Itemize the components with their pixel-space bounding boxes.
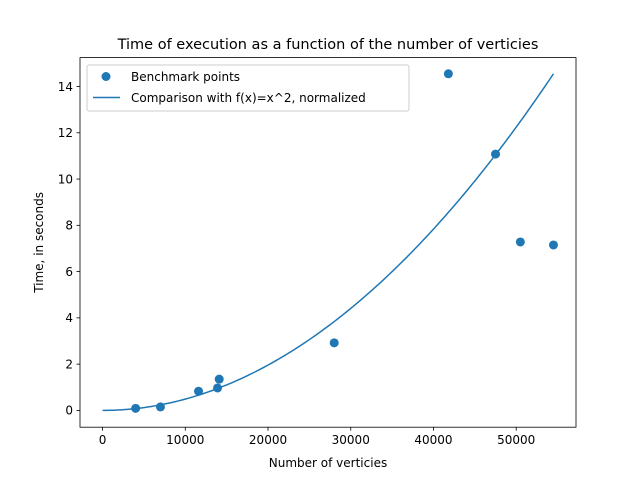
y-tick-label: 6 bbox=[65, 265, 73, 279]
x-tick-label: 0 bbox=[99, 433, 107, 447]
y-tick-label: 4 bbox=[65, 311, 73, 325]
x-axis-label: Number of verticies bbox=[269, 456, 387, 470]
benchmark-point bbox=[515, 237, 525, 247]
legend-label-benchmark-points: Benchmark points bbox=[131, 70, 240, 84]
benchmark-point bbox=[131, 403, 141, 413]
y-tick-label: 0 bbox=[65, 404, 73, 418]
benchmark-point bbox=[443, 69, 453, 79]
benchmark-point bbox=[548, 240, 558, 250]
y-axis-label: Time, in seconds bbox=[32, 192, 46, 294]
y-tick-label: 2 bbox=[65, 357, 73, 371]
benchmark-point bbox=[155, 402, 165, 412]
legend-label-comparison: Comparison with f(x)=x^2, normalized bbox=[131, 91, 366, 105]
y-tick-label: 10 bbox=[58, 172, 73, 186]
legend-frame bbox=[86, 64, 410, 112]
benchmark-point bbox=[214, 374, 224, 384]
y-tick-label: 8 bbox=[65, 219, 73, 233]
x-tick-label: 20000 bbox=[249, 433, 287, 447]
chart-title: Time of execution as a function of the n… bbox=[117, 37, 539, 53]
benchmark-point bbox=[329, 338, 339, 348]
x-tick-label: 30000 bbox=[332, 433, 370, 447]
y-tick-label: 14 bbox=[58, 80, 73, 94]
data-marks bbox=[102, 69, 558, 413]
x-tick-label: 50000 bbox=[497, 433, 535, 447]
legend: Benchmark points Comparison with f(x)=x^… bbox=[86, 64, 410, 112]
benchmark-point bbox=[194, 386, 204, 396]
benchmark-point bbox=[491, 149, 501, 159]
x-tick-label: 40000 bbox=[414, 433, 452, 447]
axis-ticks: 0 10000 20000 30000 40000 50000 0 2 4 6 8 10 12 14 bbox=[58, 80, 536, 447]
comparison-curve bbox=[102, 73, 555, 412]
benchmark-point bbox=[213, 383, 223, 393]
axes-frame bbox=[79, 57, 577, 428]
legend-marker-benchmark-points bbox=[101, 72, 111, 81]
x-tick-label: 10000 bbox=[166, 433, 204, 447]
y-tick-label: 12 bbox=[58, 126, 73, 140]
